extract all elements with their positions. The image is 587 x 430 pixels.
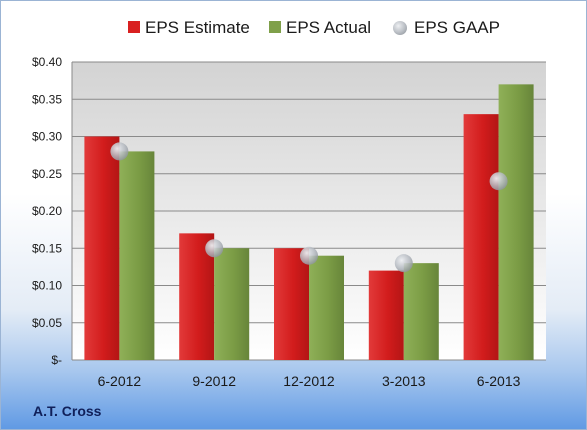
legend-swatch-eps-gaap [393, 21, 407, 35]
bar-eps-estimate [368, 270, 404, 360]
x-tick-label: 6-2012 [98, 373, 142, 389]
y-tick-label: $0.15 [32, 241, 62, 255]
marker-eps-gaap [489, 172, 508, 191]
y-tick-label: $0.35 [32, 92, 62, 106]
marker-eps-gaap [110, 142, 129, 161]
bar-eps-actual [214, 248, 250, 360]
bars [84, 84, 534, 361]
y-tick-label: $0.25 [32, 167, 62, 181]
x-tick-label: 3-2013 [382, 373, 426, 389]
bar-eps-actual [498, 84, 534, 360]
marker-eps-gaap [300, 246, 318, 265]
bar-eps-estimate [84, 136, 120, 360]
y-tick-label: $0.30 [32, 130, 62, 144]
legend-swatch-eps-estimate [128, 21, 140, 33]
x-tick-label: 9-2012 [192, 373, 236, 389]
bar-eps-actual [309, 255, 344, 360]
bar-eps-estimate [274, 248, 309, 360]
bar-eps-actual [119, 151, 155, 360]
legend-label-eps-actual: EPS Actual [286, 18, 371, 37]
y-tick-label: $0.10 [32, 279, 62, 293]
legend-label-eps-gaap: EPS GAAP [414, 18, 500, 37]
company-name: A.T. Cross [33, 403, 102, 419]
gaap-markers [110, 142, 508, 273]
legend-swatch-eps-actual [269, 21, 281, 33]
marker-eps-gaap [394, 254, 413, 273]
legend-label-eps-estimate: EPS Estimate [145, 18, 250, 37]
y-tick-label: $0.05 [32, 316, 62, 330]
marker-eps-gaap [205, 239, 224, 258]
legend: EPS Estimate EPS Actual EPS GAAP [128, 18, 500, 37]
y-tick-label: $- [51, 353, 62, 367]
y-tick-label: $0.20 [32, 204, 62, 218]
y-axis-ticks: $- $0.05 $0.10 $0.15 $0.20 $0.25 $0.30 $0.35 $0.… [32, 55, 62, 367]
bar-eps-estimate [463, 114, 499, 361]
bar-eps-actual [403, 263, 439, 360]
x-tick-label: 6-2013 [477, 373, 521, 389]
x-axis-ticks: 6-2012 9-2012 12-2012 3-2013 6-2013 [98, 373, 521, 389]
y-tick-label: $0.40 [32, 55, 62, 69]
x-tick-label: 12-2012 [283, 373, 335, 389]
